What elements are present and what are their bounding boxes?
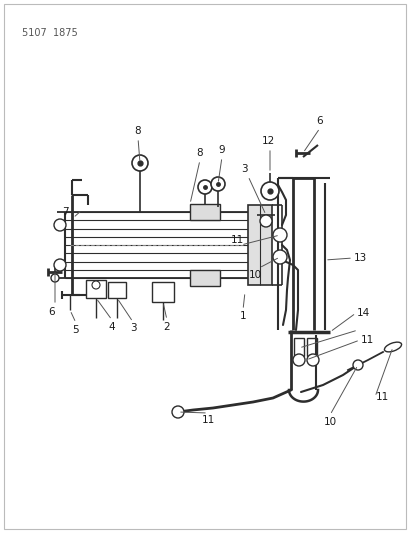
Bar <box>108 282 126 298</box>
Text: 6: 6 <box>316 116 323 126</box>
Text: 13: 13 <box>353 253 366 263</box>
Circle shape <box>92 281 100 289</box>
Text: 5107  1875: 5107 1875 <box>22 28 78 38</box>
Text: 1: 1 <box>239 311 246 321</box>
Text: 5: 5 <box>72 325 79 335</box>
Bar <box>293 338 303 356</box>
Bar <box>189 270 220 286</box>
Text: 11: 11 <box>360 335 373 345</box>
Text: 11: 11 <box>375 392 388 402</box>
Text: 2: 2 <box>163 322 170 332</box>
Text: 10: 10 <box>323 417 336 427</box>
Circle shape <box>51 274 59 282</box>
Circle shape <box>306 354 318 366</box>
Circle shape <box>352 360 362 370</box>
Text: 6: 6 <box>49 307 55 317</box>
Circle shape <box>272 228 286 242</box>
Text: 3: 3 <box>240 164 247 174</box>
Text: 9: 9 <box>218 145 225 155</box>
Circle shape <box>198 180 211 194</box>
Circle shape <box>132 155 148 171</box>
Bar <box>152 282 173 302</box>
Text: 10: 10 <box>248 270 261 280</box>
Circle shape <box>54 219 66 231</box>
Text: 4: 4 <box>108 322 115 332</box>
Bar <box>247 205 271 285</box>
Ellipse shape <box>384 342 400 352</box>
Text: 8: 8 <box>196 148 203 158</box>
Circle shape <box>172 406 184 418</box>
Text: 3: 3 <box>129 323 136 333</box>
Text: 8: 8 <box>135 126 141 136</box>
Circle shape <box>259 215 271 227</box>
Text: 11: 11 <box>201 415 214 425</box>
Circle shape <box>272 250 286 264</box>
Text: 11: 11 <box>230 235 243 245</box>
Bar <box>86 280 106 298</box>
Circle shape <box>211 177 225 191</box>
Circle shape <box>292 354 304 366</box>
Text: 14: 14 <box>355 308 369 318</box>
Circle shape <box>261 182 278 200</box>
Circle shape <box>54 259 66 271</box>
Bar <box>189 204 220 220</box>
Text: 7: 7 <box>61 207 68 217</box>
Text: 12: 12 <box>261 136 274 146</box>
Bar <box>306 338 316 356</box>
